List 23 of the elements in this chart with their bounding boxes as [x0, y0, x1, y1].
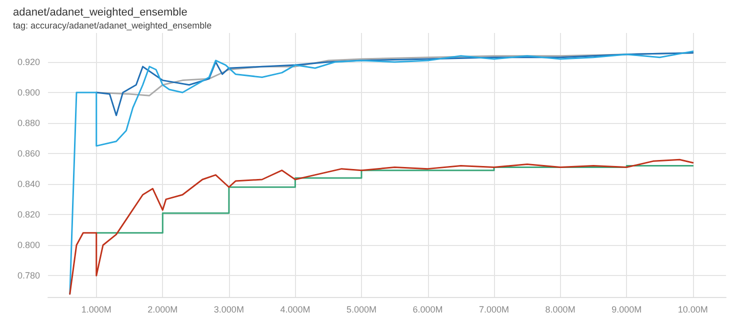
- y-tick-label: 0.780: [17, 270, 40, 281]
- y-tick-label: 0.840: [17, 179, 40, 190]
- x-tick-label: 10.00M: [678, 304, 708, 314]
- line-series: [69, 158, 694, 295]
- x-tick-label: 7.000M: [479, 304, 510, 314]
- y-tick-label: 0.920: [17, 56, 40, 67]
- x-tick-label: 6.000M: [412, 304, 443, 314]
- line-series: [69, 50, 694, 295]
- x-tick-label: 1.000M: [81, 304, 112, 314]
- x-tick-label: 4.000M: [280, 304, 310, 314]
- chart-subtitle: tag: accuracy/adanet/adanet_weighted_ensemble: [13, 20, 212, 30]
- y-tick-label: 0.880: [17, 118, 40, 128]
- y-tick-label: 0.800: [17, 240, 40, 250]
- line-series: [96, 52, 694, 116]
- x-tick-label: 5.000M: [346, 304, 376, 314]
- x-tick-label: 2.000M: [148, 304, 178, 314]
- x-tick-label: 3.000M: [214, 304, 244, 314]
- y-tick-label: 0.820: [17, 210, 40, 220]
- chart-title: adanet/adanet_weighted_ensemble: [13, 6, 188, 18]
- x-tick-label: 9.000M: [612, 304, 642, 314]
- y-tick-label: 0.900: [17, 88, 40, 98]
- y-tick-label: 0.860: [17, 148, 40, 159]
- x-tick-label: 8.000M: [545, 304, 576, 314]
